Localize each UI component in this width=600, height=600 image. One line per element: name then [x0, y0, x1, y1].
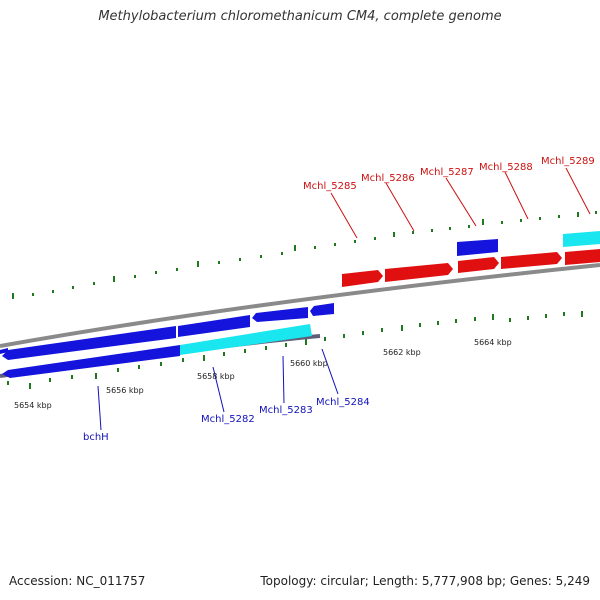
gene-Mchl_5286[interactable] [385, 263, 453, 282]
gene-reverse-2[interactable] [178, 315, 250, 337]
gene-Mchl_5282[interactable] [180, 324, 312, 355]
gene-Mchl_5288[interactable] [501, 252, 562, 269]
outer-tick-ring [12, 211, 597, 299]
gene-Mchl_5287[interactable] [458, 257, 499, 273]
tick-labels: 5654 kbp 5656 kbp 5658 kbp 5660 kbp 5662… [14, 338, 512, 410]
tick-label: 5660 kbp [290, 359, 328, 368]
gene-label-Mchl_5284[interactable]: Mchl_5284 [316, 397, 370, 408]
gene-label-Mchl_5282[interactable]: Mchl_5282 [201, 414, 255, 425]
gene-label-Mchl_5287[interactable]: Mchl_5287 [420, 167, 474, 178]
tick-label: 5654 kbp [14, 401, 52, 410]
tick-label: 5656 kbp [106, 386, 144, 395]
gene-reverse-1[interactable] [2, 326, 176, 360]
tick-label: 5658 kbp [197, 372, 235, 381]
gene-label-bchH[interactable]: bchH [83, 432, 109, 443]
gene-Mchl_5285[interactable] [342, 270, 383, 287]
gene-reverse-4[interactable] [310, 303, 334, 316]
reverse-gene-labels: bchH Mchl_5282 Mchl_5283 Mchl_5284 [83, 397, 370, 443]
gene-reverse-top[interactable] [457, 239, 498, 256]
gene-label-Mchl_5286[interactable]: Mchl_5286 [361, 173, 415, 184]
map-title: Methylobacterium chloromethanicum CM4, c… [98, 9, 502, 24]
gene-label-Mchl_5283[interactable]: Mchl_5283 [259, 405, 313, 416]
gene-reverse-5[interactable] [2, 345, 180, 378]
callout-lines [97, 167, 591, 431]
gene-label-Mchl_5288[interactable]: Mchl_5288 [479, 162, 533, 173]
gene-forward-highlight[interactable] [563, 231, 600, 247]
gene-Mchl_5289[interactable] [565, 249, 600, 265]
genome-summary-text: Topology: circular; Length: 5,777,908 bp… [260, 574, 590, 588]
tick-label: 5662 kbp [383, 348, 421, 357]
gene-label-Mchl_5289[interactable]: Mchl_5289 [541, 156, 595, 167]
accession-text: Accession: NC_011757 [9, 574, 146, 588]
inner-tick-ring [7, 311, 583, 389]
reverse-genes [0, 239, 498, 378]
tick-label: 5664 kbp [474, 338, 512, 347]
forward-genes [342, 231, 600, 287]
gene-reverse-3[interactable] [252, 307, 308, 322]
backbone-upper [0, 263, 600, 348]
forward-gene-labels: Mchl_5285 Mchl_5286 Mchl_5287 Mchl_5288 … [303, 156, 595, 192]
gene-label-Mchl_5285[interactable]: Mchl_5285 [303, 181, 357, 192]
